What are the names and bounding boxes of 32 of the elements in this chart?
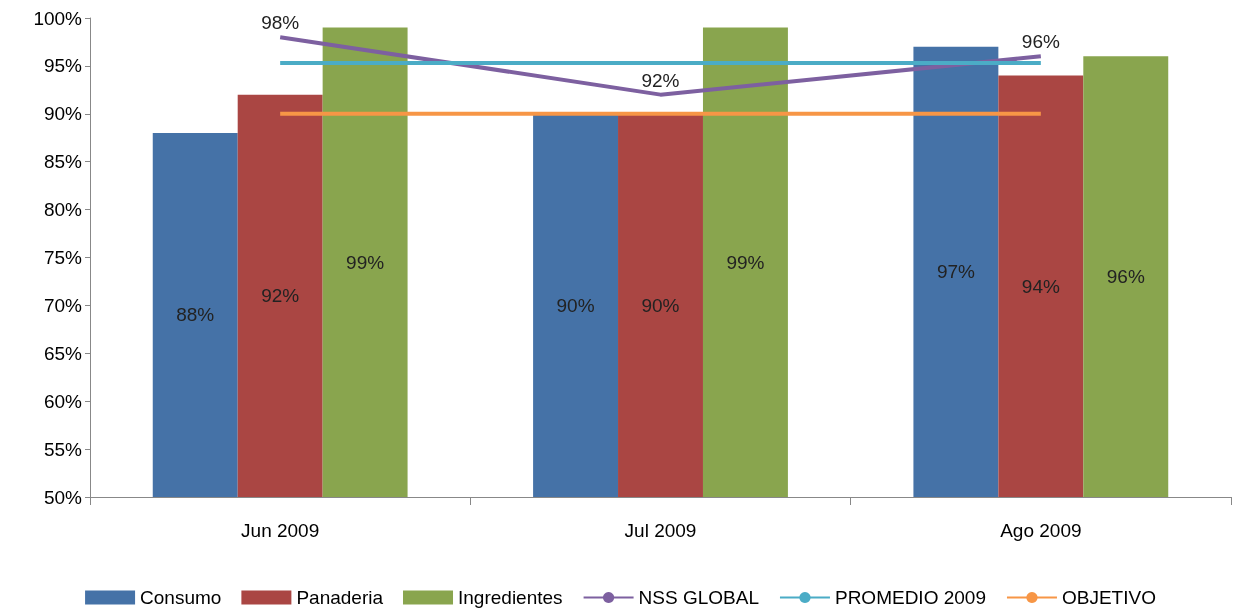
data-label: 90% bbox=[641, 294, 680, 316]
legend-label: Consumo bbox=[140, 587, 222, 608]
legend-label: Ingredientes bbox=[458, 587, 563, 608]
y-tick-label: 70% bbox=[43, 294, 83, 316]
y-tick-label: 55% bbox=[43, 438, 83, 460]
data-label: 97% bbox=[936, 261, 976, 283]
x-tick-label: Jul 2009 bbox=[624, 520, 697, 541]
data-label: 88% bbox=[176, 304, 215, 326]
y-tick-label: 60% bbox=[43, 390, 83, 412]
data-label: 94% bbox=[1021, 275, 1060, 297]
data-label: 98% bbox=[261, 12, 300, 34]
data-label: 99% bbox=[726, 251, 765, 273]
y-tick-label: 80% bbox=[43, 199, 83, 221]
legend-label: NSS GLOBAL bbox=[638, 587, 759, 608]
legend-label: Panaderia bbox=[296, 587, 384, 608]
y-tick-label: 100% bbox=[33, 7, 83, 29]
data-label: 90% bbox=[556, 294, 595, 316]
y-tick-label: 95% bbox=[43, 55, 83, 77]
data-label: 99% bbox=[346, 251, 385, 273]
y-tick-label: 50% bbox=[43, 486, 83, 508]
y-tick-label: 90% bbox=[43, 103, 83, 125]
x-tick-label: Jun 2009 bbox=[241, 520, 320, 541]
y-tick-label: 75% bbox=[43, 247, 83, 268]
x-tick-label: Ago 2009 bbox=[1000, 520, 1082, 541]
data-label: 96% bbox=[1106, 266, 1145, 288]
legend-label: OBJETIVO bbox=[1061, 587, 1156, 608]
data-label: 92% bbox=[261, 285, 300, 307]
data-label: 96% bbox=[1021, 31, 1060, 53]
legend-label: PROMEDIO 2009 bbox=[834, 587, 986, 608]
y-tick-label: 85% bbox=[43, 151, 83, 173]
data-label: 92% bbox=[641, 69, 680, 91]
y-tick-label: 65% bbox=[43, 342, 83, 364]
